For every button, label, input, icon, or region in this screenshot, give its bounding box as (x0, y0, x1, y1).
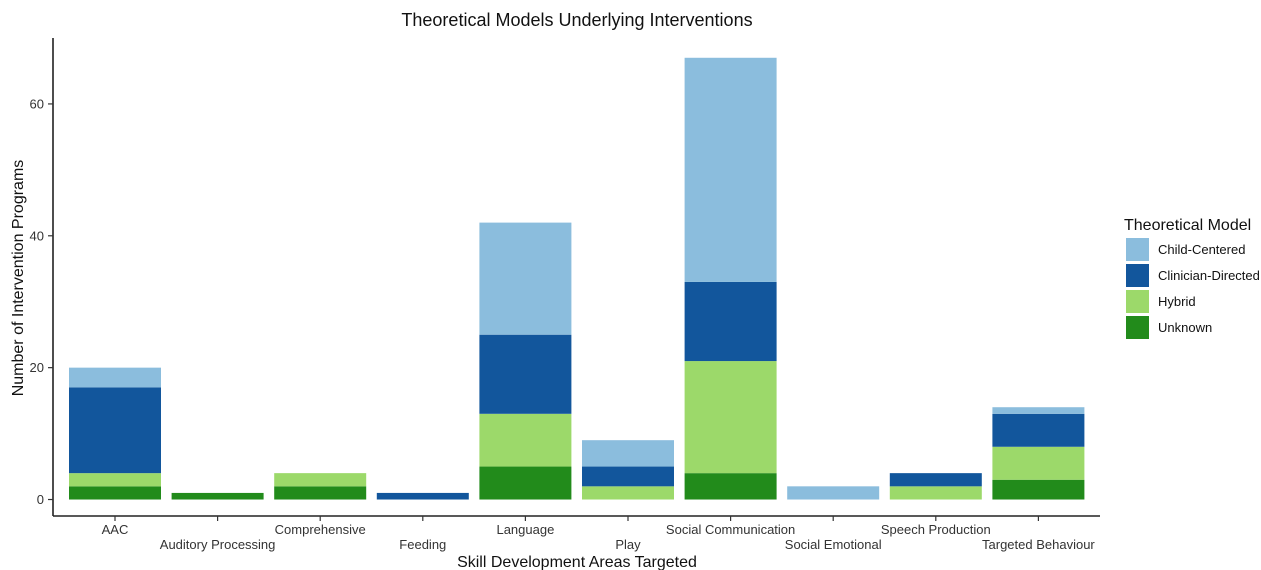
x-tick-label: Language (496, 522, 554, 537)
bar-segment (684, 281, 777, 362)
bar-segment (171, 492, 264, 500)
y-axis-title: Number of Intervention Programs (10, 160, 27, 397)
x-tick-label: Social Emotional (785, 537, 882, 552)
bar-segment (69, 486, 161, 500)
bar-segment (992, 446, 1085, 480)
bar-segment (376, 492, 469, 500)
bar-segment (274, 486, 367, 500)
legend-swatch (1126, 290, 1149, 313)
x-tick-label: Social Communication (666, 522, 795, 537)
y-tick-label: 60 (30, 96, 44, 111)
bar-segment (274, 473, 367, 487)
bar-segment (992, 413, 1085, 447)
bar-segment (479, 413, 572, 467)
bars-layer (69, 57, 1085, 500)
bar-segment (684, 473, 777, 500)
legend-items: Child-Centered Clinician-Directed Hybrid Un… (1126, 238, 1260, 339)
y-tick-label: 20 (30, 360, 44, 375)
x-tick-label: Speech Production (881, 522, 991, 537)
legend-swatch (1126, 238, 1149, 261)
x-tick-label: Comprehensive (275, 522, 366, 537)
bar-segment (69, 367, 161, 388)
bar-segment (992, 407, 1085, 414)
bar-segment (684, 57, 777, 282)
bar-segment (889, 473, 982, 487)
x-tick-label: AAC (102, 522, 129, 537)
legend-label: Child-Centered (1158, 242, 1245, 257)
x-tick-label: Auditory Processing (160, 537, 276, 552)
y-tick-label: 40 (30, 228, 44, 243)
bar-segment (479, 222, 572, 335)
y-ticks-layer: 0 20 40 60 (30, 96, 53, 507)
bar-segment (479, 466, 572, 500)
y-tick-label: 0 (37, 492, 44, 507)
x-tick-label: Targeted Behaviour (982, 537, 1095, 552)
bar-segment (582, 466, 674, 487)
x-tick-label: Feeding (399, 537, 446, 552)
bar-segment (582, 440, 674, 467)
bar-segment (479, 334, 572, 414)
legend-label: Clinician-Directed (1158, 268, 1260, 283)
bar-segment (889, 486, 982, 500)
x-tick-label: Play (615, 537, 641, 552)
chart-title: Theoretical Models Underlying Interventi… (401, 10, 752, 30)
bar-segment (684, 361, 777, 474)
legend-label: Hybrid (1158, 294, 1196, 309)
x-axis-title: Skill Development Areas Targeted (457, 554, 697, 570)
legend-label: Unknown (1158, 320, 1212, 335)
bar-segment (69, 473, 161, 487)
bar-segment (787, 486, 880, 500)
bar-segment (582, 486, 674, 500)
legend: Theoretical Model Child-Centered Clinicia… (1124, 217, 1260, 339)
legend-swatch (1126, 264, 1149, 287)
legend-title: Theoretical Model (1124, 217, 1251, 234)
bar-segment (992, 479, 1085, 500)
bar-segment (69, 387, 161, 474)
legend-swatch (1126, 316, 1149, 339)
